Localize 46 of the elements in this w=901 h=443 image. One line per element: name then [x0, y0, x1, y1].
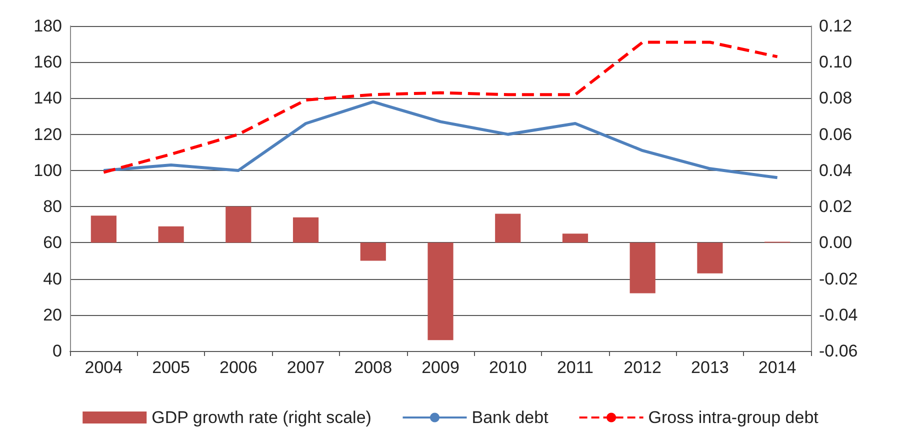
x-tick-label: 2008 [354, 358, 392, 377]
bar [292, 217, 319, 243]
y2-tick-label: 0.02 [819, 197, 852, 216]
x-tick-label: 2013 [691, 358, 729, 377]
x-tick-label: 2012 [624, 358, 662, 377]
y-tick-label: 120 [34, 124, 62, 144]
y-tick-label: 140 [34, 88, 62, 108]
bar [158, 226, 184, 243]
y-tick-label: 80 [43, 197, 62, 216]
y-tick-label: 40 [43, 269, 62, 288]
y2-tick-label: -0.06 [819, 342, 858, 360]
x-tick-label: 2004 [84, 358, 123, 377]
bar [226, 206, 252, 243]
y2-tick-label: -0.04 [819, 305, 858, 324]
y-tick-label: 20 [43, 305, 62, 324]
bar [697, 242, 723, 274]
bar [90, 216, 116, 243]
x-tick-label: 2006 [219, 358, 258, 377]
x-tick-label: 2011 [556, 358, 594, 377]
y-tick-label: 160 [34, 52, 62, 72]
x-tick-label: 2010 [488, 358, 527, 377]
y-tick-label: 60 [43, 233, 62, 252]
bar [562, 234, 588, 243]
bar [630, 242, 656, 294]
y-tick-label: 0 [52, 342, 62, 360]
y2-tick-label: 0.00 [819, 233, 852, 252]
y2-tick-label: -0.02 [819, 269, 858, 288]
line-series [102, 100, 779, 180]
y-tick-label: 100 [34, 160, 62, 180]
y2-tick-label: 0.08 [819, 88, 852, 108]
x-tick-label: 2007 [286, 358, 325, 377]
x-tick-label: 2009 [422, 358, 460, 377]
y-tick-label: 180 [34, 16, 62, 36]
y2-tick-label: 0.12 [819, 16, 852, 36]
legend-label: Bank debt [472, 408, 549, 427]
y2-tick-label: 0.06 [819, 124, 852, 144]
bar [495, 214, 521, 243]
x-tick-label: 2005 [152, 358, 190, 377]
x-tick-label: 2014 [758, 358, 796, 377]
bar [428, 242, 454, 340]
y2-tick-label: 0.10 [819, 52, 852, 72]
y2-tick-label: 0.04 [819, 160, 852, 180]
legend-label: Gross intra-group debt [648, 408, 819, 427]
legend-label: GDP growth rate (right scale) [152, 408, 372, 427]
line-series [102, 40, 779, 174]
bar [360, 242, 386, 261]
